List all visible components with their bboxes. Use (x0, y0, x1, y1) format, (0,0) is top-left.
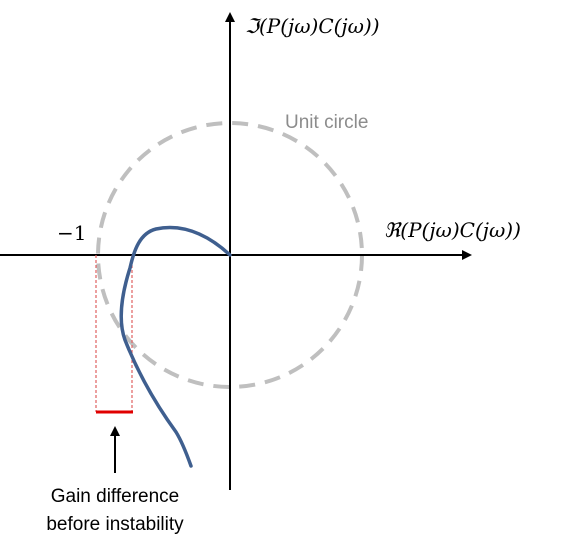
unit-circle-label: Unit circle (285, 112, 368, 133)
minus-one-label: −1 (57, 221, 86, 245)
annotation-line-1: Gain difference (51, 486, 180, 507)
nyquist-curve (121, 228, 230, 466)
annotation-line-2: before instability (46, 514, 184, 535)
imaginary-axis-label: ℑ(P(jω)C(jω)) (245, 14, 380, 38)
real-axis-label: ℜ(P(jω)C(jω)) (384, 218, 521, 242)
